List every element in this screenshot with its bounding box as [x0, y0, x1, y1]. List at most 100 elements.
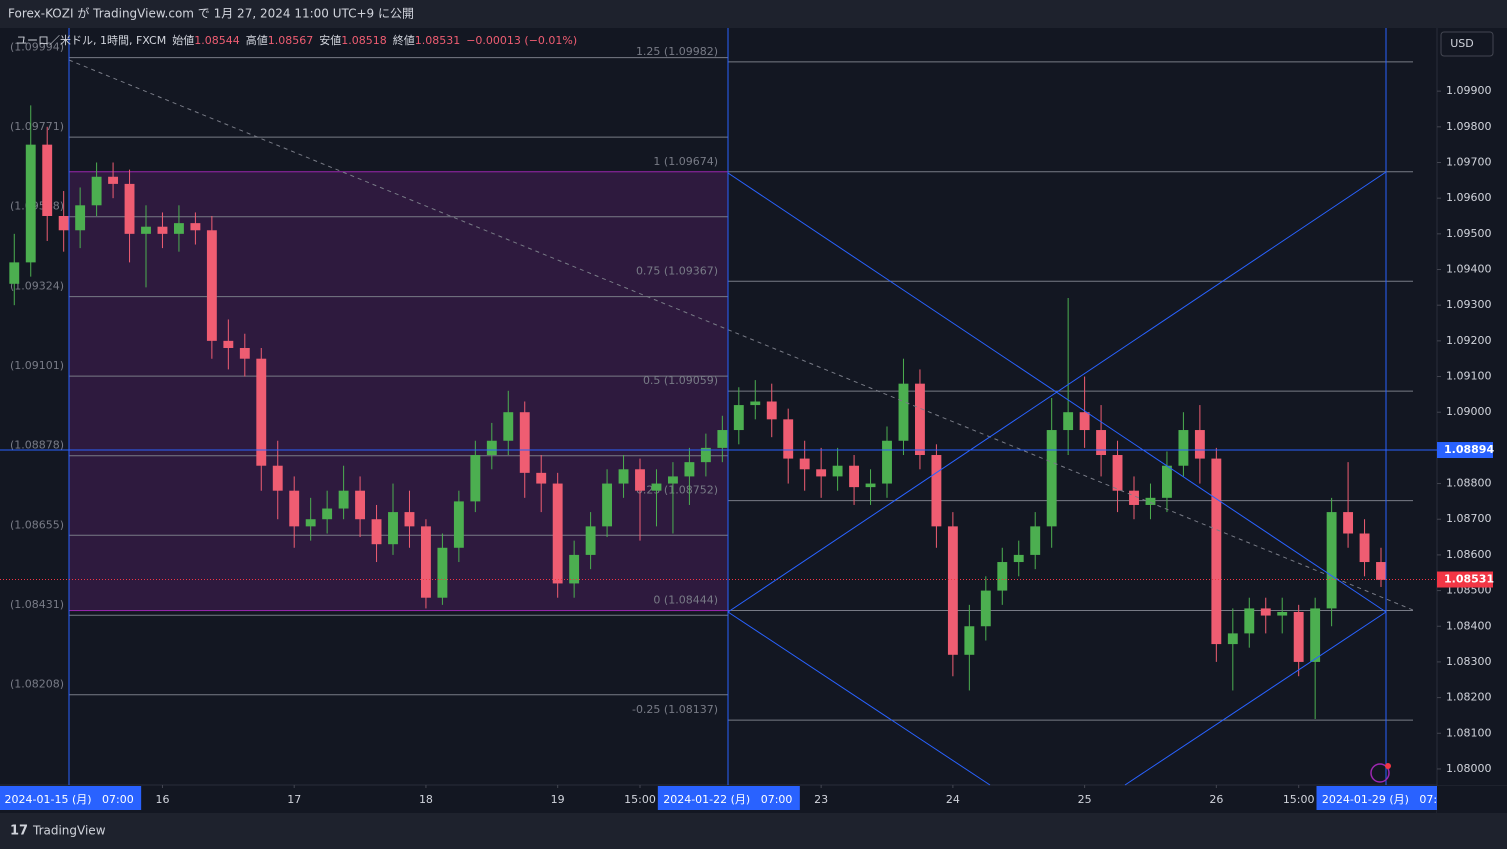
fib-label: (1.09324)	[10, 280, 64, 293]
candle-body	[289, 490, 300, 527]
candle-body	[585, 526, 596, 555]
candle-body	[1030, 526, 1041, 555]
candle-body	[980, 590, 991, 627]
legend-key: 安値	[319, 33, 341, 47]
x-tick-label: 23	[814, 793, 828, 806]
x-tick-label: 24	[946, 793, 960, 806]
trend-line	[68, 59, 1414, 611]
candle-body	[223, 340, 234, 348]
price-tag-label: 1.08531	[1444, 573, 1494, 586]
y-tick-label: 1.08300	[1446, 655, 1492, 668]
candle-body	[783, 419, 794, 459]
x-tick-label: 2024-01-15 (月) 07:00	[5, 793, 134, 806]
candle-body	[1194, 430, 1205, 459]
candle-body	[635, 469, 645, 491]
candle-body	[453, 501, 464, 548]
candle-body	[651, 483, 662, 491]
legend-value: 1.08544	[194, 34, 240, 47]
candle-body	[58, 216, 69, 231]
legend-key: 終値	[393, 33, 415, 47]
y-tick-label: 1.09300	[1446, 298, 1492, 311]
pattern-line	[1124, 611, 1387, 786]
plot-area	[0, 28, 1437, 785]
candle-body	[1310, 608, 1321, 662]
y-tick-label: 1.09800	[1446, 120, 1492, 133]
pattern-line	[727, 171, 1387, 613]
y-tick-label: 1.09400	[1446, 263, 1492, 276]
candle-body	[503, 412, 514, 441]
candle-body	[552, 483, 563, 584]
x-tick-label: 2024-01-22 (月) 07:00	[663, 793, 792, 806]
fib-label: (1.09994)	[10, 41, 64, 54]
candle-body	[997, 562, 1008, 591]
candle-body	[1244, 608, 1255, 634]
candle-body	[1178, 430, 1189, 466]
candle-body	[882, 440, 892, 484]
candle-body	[947, 526, 958, 655]
fib-label: 1.25 (1.09982)	[636, 45, 718, 58]
y-tick-label: 1.08400	[1446, 619, 1492, 632]
x-tick-label: 17	[287, 793, 301, 806]
candle-body	[486, 440, 497, 456]
candle-body	[388, 512, 398, 545]
candle-body	[1096, 430, 1107, 456]
candle-body	[1277, 611, 1288, 616]
x-tick-highlight	[657, 786, 800, 810]
candle-body	[1326, 512, 1337, 609]
legend-value: 1.08531	[415, 34, 461, 47]
candle-body	[519, 412, 530, 473]
candle-body	[338, 490, 349, 509]
fib-label: 0.75 (1.09367)	[636, 264, 718, 277]
candle-body	[141, 226, 151, 234]
fib-label: -0.25 (1.08137)	[632, 703, 718, 716]
legend-value: 1.08567	[268, 34, 314, 47]
fib-label: 0.25 (1.08752)	[636, 484, 718, 497]
candle-body	[964, 626, 975, 655]
candle-body	[569, 554, 580, 584]
candle-body	[108, 176, 119, 184]
candle-body	[322, 508, 333, 520]
y-tick-label: 1.09700	[1446, 155, 1492, 168]
candle-body	[750, 401, 761, 406]
currency-button[interactable]	[1440, 31, 1494, 57]
candle-body	[470, 455, 481, 502]
x-tick-highlight	[1316, 786, 1459, 810]
candle-body	[1162, 465, 1172, 498]
y-tick-label: 1.09100	[1446, 370, 1492, 383]
fib-label: (1.09101)	[10, 359, 64, 372]
candle-body	[898, 383, 909, 441]
currency-label: USD	[1450, 37, 1474, 50]
price-axis	[1437, 28, 1507, 785]
candle-body	[1343, 512, 1354, 534]
x-tick-label: 16	[155, 793, 169, 806]
candle-body	[1129, 490, 1139, 505]
logo-mark: 𝟭𝟳	[10, 824, 28, 839]
candle-body	[75, 205, 86, 231]
y-tick-label: 1.09200	[1446, 334, 1492, 347]
candle-body	[799, 458, 810, 470]
x-tick-label: 2024-01-29 (月) 07:00	[1322, 793, 1451, 806]
publish-title: Forex-KOZI が TradingView.com で 1月 27, 20…	[8, 6, 414, 21]
candle-body	[256, 358, 267, 466]
candle-body	[717, 430, 728, 448]
candle-body	[1046, 430, 1057, 527]
candle-body	[766, 401, 777, 420]
y-tick-label: 1.09600	[1446, 191, 1492, 204]
x-tick-label: 15:00	[1283, 793, 1315, 806]
legend-key: 始値	[172, 33, 194, 47]
fib-box	[68, 171, 729, 612]
fib-label: 1 (1.09674)	[653, 155, 718, 168]
candle-body	[1079, 412, 1090, 431]
fib-label: 0.5 (1.09059)	[643, 374, 718, 387]
candle-body	[536, 472, 547, 484]
candle-body	[206, 230, 217, 341]
candle-body	[305, 519, 316, 527]
alert-icon[interactable]	[1370, 763, 1390, 783]
y-tick-label: 1.08100	[1446, 726, 1492, 739]
candle-body	[915, 383, 925, 456]
candle-body	[832, 465, 843, 477]
legend-symbol: ユーロ／米ドル, 1時間, FXCM	[16, 34, 166, 47]
candle-body	[124, 183, 135, 234]
candle-body	[421, 526, 431, 598]
